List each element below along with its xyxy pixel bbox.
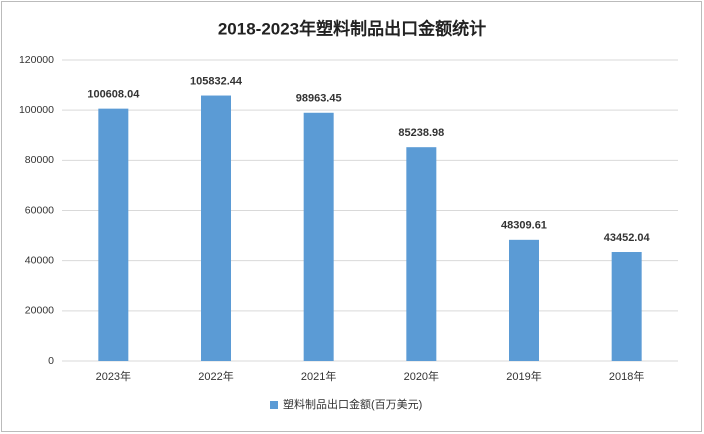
x-tick-label: 2021年 xyxy=(301,369,336,383)
value-label: 43452.04 xyxy=(604,232,651,244)
bar xyxy=(509,239,539,361)
x-tick-label: 2022年 xyxy=(198,369,233,383)
bar xyxy=(303,112,334,361)
value-label: 100608.04 xyxy=(87,89,140,101)
value-label: 85238.98 xyxy=(398,127,444,139)
x-tick-label: 2018年 xyxy=(609,369,644,383)
bar xyxy=(98,108,129,361)
y-tick-label: 60000 xyxy=(25,204,54,216)
value-label: 48309.61 xyxy=(501,220,547,232)
y-tick-label: 0 xyxy=(48,355,54,367)
y-tick-label: 100000 xyxy=(19,104,54,116)
bar xyxy=(611,252,642,361)
legend-label: 塑料制品出口金额(百万美元) xyxy=(283,397,422,411)
y-tick-label: 120000 xyxy=(19,54,54,66)
y-tick-label: 80000 xyxy=(25,154,54,166)
y-tick-label: 20000 xyxy=(25,305,54,317)
legend-swatch xyxy=(270,401,278,409)
y-tick-label: 40000 xyxy=(25,254,54,266)
chart-title: 2018-2023年塑料制品出口金额统计 xyxy=(218,18,486,38)
x-tick-label: 2020年 xyxy=(404,369,439,383)
bar xyxy=(406,147,437,361)
value-label: 98963.45 xyxy=(296,93,342,105)
value-label: 105832.44 xyxy=(190,75,243,87)
x-tick-label: 2023年 xyxy=(96,369,131,383)
x-tick-label: 2019年 xyxy=(506,369,541,383)
bar xyxy=(201,95,231,362)
